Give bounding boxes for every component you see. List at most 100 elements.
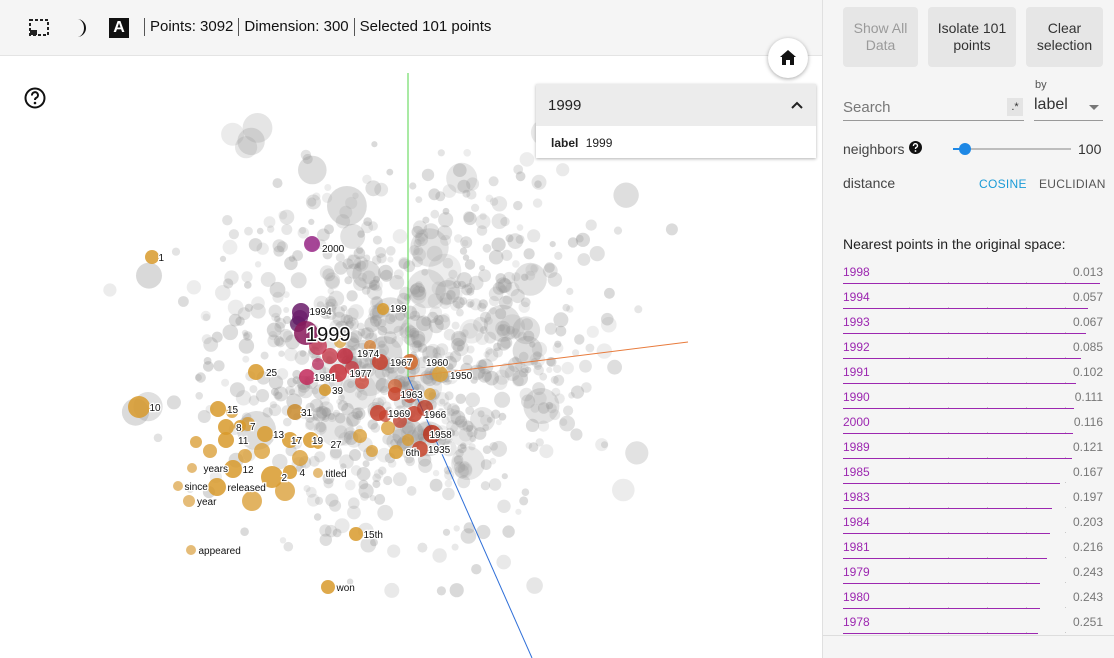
list-item[interactable]: 1984 0.203 <box>843 510 1103 535</box>
data-point <box>625 441 649 465</box>
data-point <box>363 217 373 227</box>
data-point <box>323 478 334 489</box>
data-point <box>325 493 339 507</box>
info-card-header[interactable]: 1999 <box>536 84 816 126</box>
data-point <box>499 314 525 340</box>
list-item[interactable]: 1991 0.102 <box>843 360 1103 385</box>
data-point <box>507 233 524 250</box>
data-point <box>194 374 202 381</box>
selected-point <box>261 466 283 488</box>
data-point <box>453 455 464 465</box>
data-point <box>305 413 315 423</box>
data-point <box>495 419 502 426</box>
label-toggle-icon[interactable]: A <box>107 16 131 40</box>
list-item[interactable]: 1992 0.085 <box>843 335 1103 360</box>
similarity-bar <box>843 608 1040 609</box>
neighbor-label: 1989 <box>843 440 870 454</box>
help-icon[interactable] <box>909 141 922 154</box>
list-item[interactable]: 1989 0.121 <box>843 435 1103 460</box>
inspector-panel: Show All Data Isolate 101 points Clear s… <box>822 0 1114 658</box>
neighbor-label: 1984 <box>843 515 870 529</box>
data-point <box>481 371 492 382</box>
data-point <box>316 301 325 309</box>
data-point <box>328 304 336 312</box>
list-item[interactable]: 1985 0.167 <box>843 460 1103 485</box>
list-item[interactable]: 1990 0.111 <box>843 385 1103 410</box>
data-point <box>358 479 369 490</box>
selected-point <box>257 426 273 442</box>
selection-box-icon[interactable] <box>27 16 51 40</box>
search-by-select[interactable]: label <box>1034 96 1103 121</box>
data-point <box>271 312 281 322</box>
data-point <box>383 475 393 486</box>
data-point <box>395 310 406 321</box>
help-icon[interactable] <box>24 87 46 109</box>
data-point <box>235 390 252 406</box>
data-point <box>446 162 478 194</box>
neighbor-label: 1992 <box>843 340 870 354</box>
data-point <box>244 303 253 312</box>
euclidean-distance-button[interactable]: EUCLIDIAN <box>1039 177 1106 191</box>
data-point <box>489 442 499 451</box>
list-item[interactable]: 1998 0.013 <box>843 260 1103 285</box>
slider-thumb[interactable] <box>958 143 971 155</box>
data-point <box>287 377 297 388</box>
data-point <box>203 361 214 372</box>
data-point <box>340 305 348 312</box>
data-point <box>372 235 382 245</box>
data-point <box>495 320 511 336</box>
data-point <box>466 287 475 296</box>
data-point <box>377 396 387 406</box>
data-point <box>409 341 422 353</box>
data-point <box>325 275 340 290</box>
search-input[interactable] <box>843 96 993 118</box>
selected-point <box>292 303 310 321</box>
data-point <box>410 288 427 304</box>
data-point <box>492 347 503 358</box>
list-item[interactable]: 2000 0.116 <box>843 410 1103 435</box>
data-point <box>398 258 410 270</box>
data-point <box>353 256 369 272</box>
list-item[interactable]: 1994 0.057 <box>843 285 1103 310</box>
list-item[interactable]: 1979 0.243 <box>843 560 1103 585</box>
data-point <box>335 412 346 424</box>
data-point <box>391 335 404 348</box>
neighbors-slider[interactable] <box>953 143 1071 155</box>
data-point <box>238 338 255 354</box>
show-all-data-button[interactable]: Show All Data <box>843 7 918 67</box>
data-point <box>272 178 283 189</box>
data-point <box>335 253 345 263</box>
cosine-distance-button[interactable]: COSINE <box>979 177 1027 191</box>
info-field-value: 1999 <box>585 136 613 150</box>
distance-ticks <box>909 557 1103 558</box>
data-point <box>283 541 294 552</box>
list-item[interactable]: 1983 0.197 <box>843 485 1103 510</box>
data-point <box>346 254 362 270</box>
point-label: won <box>336 583 355 594</box>
data-point <box>634 305 643 314</box>
data-point <box>410 330 426 346</box>
data-point <box>491 237 506 252</box>
data-point <box>358 483 374 499</box>
isolate-points-button[interactable]: Isolate 101 points <box>928 7 1016 67</box>
regex-toggle-button[interactable]: .* <box>1007 98 1023 116</box>
list-item[interactable]: 1978 0.251 <box>843 610 1103 635</box>
distance-label: distance <box>843 175 896 191</box>
data-point <box>462 254 470 261</box>
data-point <box>346 414 359 428</box>
selected-point <box>366 445 378 457</box>
clear-selection-button[interactable]: Clear selection <box>1026 7 1103 67</box>
list-item[interactable]: 1980 0.243 <box>843 585 1103 610</box>
list-item[interactable]: 1981 0.216 <box>843 535 1103 560</box>
similarity-bar <box>843 583 1040 584</box>
data-point <box>505 234 514 243</box>
data-point <box>319 395 330 406</box>
data-point <box>213 360 225 372</box>
night-mode-icon[interactable] <box>68 16 92 40</box>
data-point <box>443 355 457 370</box>
list-item[interactable]: 1993 0.067 <box>843 310 1103 335</box>
chevron-up-icon[interactable] <box>790 100 804 110</box>
point-label: appeared <box>199 546 241 557</box>
reset-view-button[interactable] <box>768 38 808 78</box>
